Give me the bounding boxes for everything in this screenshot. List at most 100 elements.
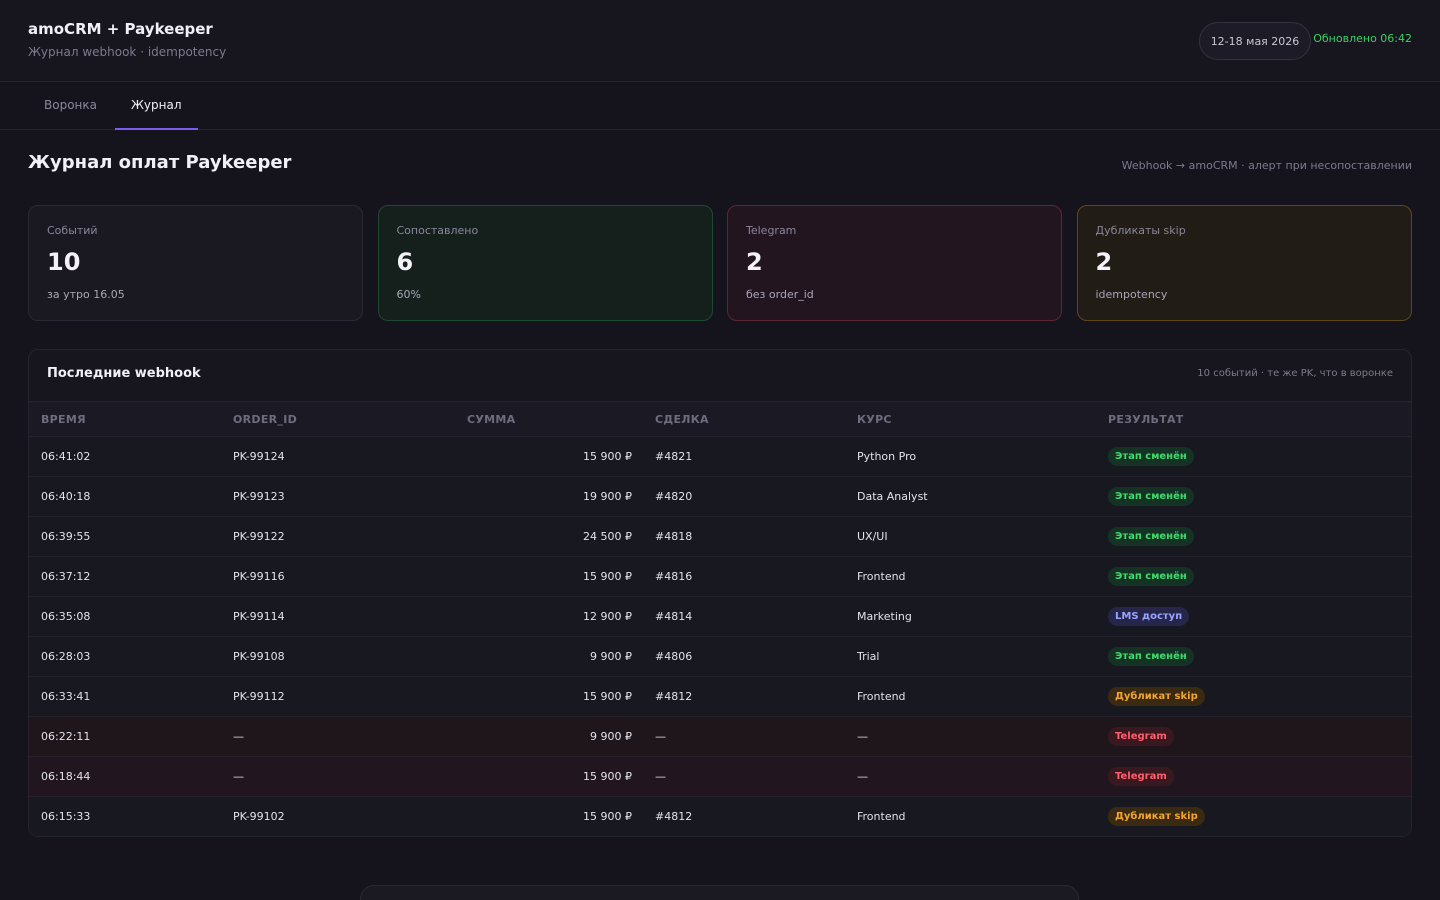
stat-value: 2 — [1095, 248, 1113, 276]
amount: 15 900 ₽ — [583, 770, 632, 783]
course: Trial — [857, 650, 880, 663]
time: 06:39:55 — [41, 530, 91, 543]
page-note: Webhook → amoCRM · алерт при несопоставл… — [1121, 159, 1412, 172]
course: Frontend — [857, 570, 906, 583]
table-row: 06:28:03 PK-99108 9 900 ₽ #4806 Trial Этап см… — [29, 637, 1411, 677]
date-range[interactable]: 12-18 мая 2026 — [1199, 22, 1311, 60]
column-header: ВРЕМЯ — [41, 412, 86, 426]
stat-label: Telegram — [746, 224, 797, 237]
table-row: 06:15:33 PK-99102 15 900 ₽ #4812 Frontend Дуб… — [29, 797, 1411, 836]
deal: — — [655, 730, 666, 743]
deal: #4818 — [655, 530, 693, 543]
amount: 15 900 ₽ — [583, 570, 632, 583]
status-badge: Этап сменён — [1108, 447, 1194, 466]
stat-value: 6 — [396, 248, 414, 276]
column-header: ORDER_ID — [233, 412, 298, 426]
result-cell: Этап сменён — [1108, 437, 1194, 476]
header: amoCRM + Paykeeper Журнал webhook · idem… — [0, 0, 1440, 82]
course: — — [857, 770, 868, 783]
updated-status: Обновлено 06:42 — [1313, 32, 1412, 45]
result-cell: Этап сменён — [1108, 477, 1194, 516]
stat-label: Событий — [47, 224, 98, 237]
column-header: КУРС — [857, 412, 892, 426]
webhook-table: Последние webhook 10 событий · те же PK,… — [28, 349, 1412, 837]
stat-note: без order_id — [746, 288, 814, 301]
stat-label: Сопоставлено — [396, 224, 479, 237]
result-cell: Telegram — [1108, 757, 1174, 796]
tab[interactable]: Воронка — [44, 98, 97, 112]
result-cell: Этап сменён — [1108, 557, 1194, 596]
result-cell: Этап сменён — [1108, 637, 1194, 676]
stat-note: за утро 16.05 — [47, 288, 125, 301]
table-row: 06:39:55 PK-99122 24 500 ₽ #4818 UX/UI Этап с… — [29, 517, 1411, 557]
order-id: PK-99108 — [233, 650, 285, 663]
order-id: PK-99116 — [233, 570, 285, 583]
time: 06:15:33 — [41, 810, 91, 823]
deal: #4814 — [655, 610, 693, 623]
course: — — [857, 730, 868, 743]
course: Frontend — [857, 810, 906, 823]
time: 06:22:11 — [41, 730, 91, 743]
column-header: РЕЗУЛЬТАТ — [1108, 412, 1184, 426]
tabs: Воронка Журнал — [0, 82, 1440, 130]
stat-value: 2 — [746, 248, 763, 276]
app-title: amoCRM + Paykeeper — [28, 20, 213, 38]
result-cell: Telegram — [1108, 717, 1174, 756]
stat-note: 60% — [396, 288, 421, 301]
result-cell: LMS доступ — [1108, 597, 1190, 636]
status-badge: Дубликат skip — [1108, 687, 1205, 706]
time: 06:33:41 — [41, 690, 91, 703]
stat-note: idempotency — [1095, 288, 1168, 301]
table-row: 06:41:02 PK-99124 15 900 ₽ #4821 Python Pro Э… — [29, 437, 1411, 477]
deal: #4821 — [655, 450, 693, 463]
deal: #4816 — [655, 570, 693, 583]
course: Python Pro — [857, 450, 917, 463]
status-badge: Этап сменён — [1108, 647, 1194, 666]
course: UX/UI — [857, 530, 888, 543]
time: 06:37:12 — [41, 570, 91, 583]
amount: 15 900 ₽ — [583, 690, 632, 703]
deal: #4812 — [655, 690, 693, 703]
stat-label: Дубликаты skip — [1095, 224, 1186, 237]
tab[interactable]: Журнал — [115, 82, 198, 130]
course: Frontend — [857, 690, 906, 703]
result-cell: Дубликат skip — [1108, 677, 1205, 716]
course: Data Analyst — [857, 490, 928, 503]
deal: #4806 — [655, 650, 693, 663]
status-badge: Этап сменён — [1108, 487, 1194, 506]
table-row: 06:22:11 — 9 900 ₽ — — Telegram — [29, 717, 1411, 757]
table-row: 06:40:18 PK-99123 19 900 ₽ #4820 Data Analys… — [29, 477, 1411, 517]
status-badge: LMS доступ — [1108, 607, 1190, 626]
time: 06:18:44 — [41, 770, 91, 783]
order-id: PK-99124 — [233, 450, 285, 463]
order-id: PK-99102 — [233, 810, 285, 823]
time: 06:40:18 — [41, 490, 91, 503]
bottom-bar — [360, 885, 1079, 900]
deal: — — [655, 770, 666, 783]
amount: 24 500 ₽ — [583, 530, 632, 543]
page-title: Журнал оплат Paykeeper — [28, 152, 292, 173]
status-badge: Telegram — [1108, 727, 1174, 746]
column-header: СУММА — [467, 412, 516, 426]
order-id: PK-99123 — [233, 490, 285, 503]
stat-value: 10 — [47, 248, 81, 276]
table-row: 06:33:41 PK-99112 15 900 ₽ #4812 Frontend Дуб… — [29, 677, 1411, 717]
status-badge: Дубликат skip — [1108, 807, 1205, 826]
amount: 15 900 ₽ — [583, 450, 632, 463]
time: 06:35:08 — [41, 610, 91, 623]
deal: #4812 — [655, 810, 693, 823]
column-header: СДЕЛКА — [655, 412, 709, 426]
deal: #4820 — [655, 490, 693, 503]
order-id: — — [233, 770, 244, 783]
table-note: 10 событий · те же PK, что в воронке — [1197, 368, 1393, 379]
status-badge: Этап сменён — [1108, 527, 1194, 546]
result-cell: Дубликат skip — [1108, 797, 1205, 836]
time: 06:41:02 — [41, 450, 91, 463]
order-id: PK-99114 — [233, 610, 285, 623]
stat-card: Событий 10 за утро 16.05 — [28, 205, 363, 321]
order-id: — — [233, 730, 244, 743]
course: Marketing — [857, 610, 912, 623]
order-id: PK-99112 — [233, 690, 285, 703]
